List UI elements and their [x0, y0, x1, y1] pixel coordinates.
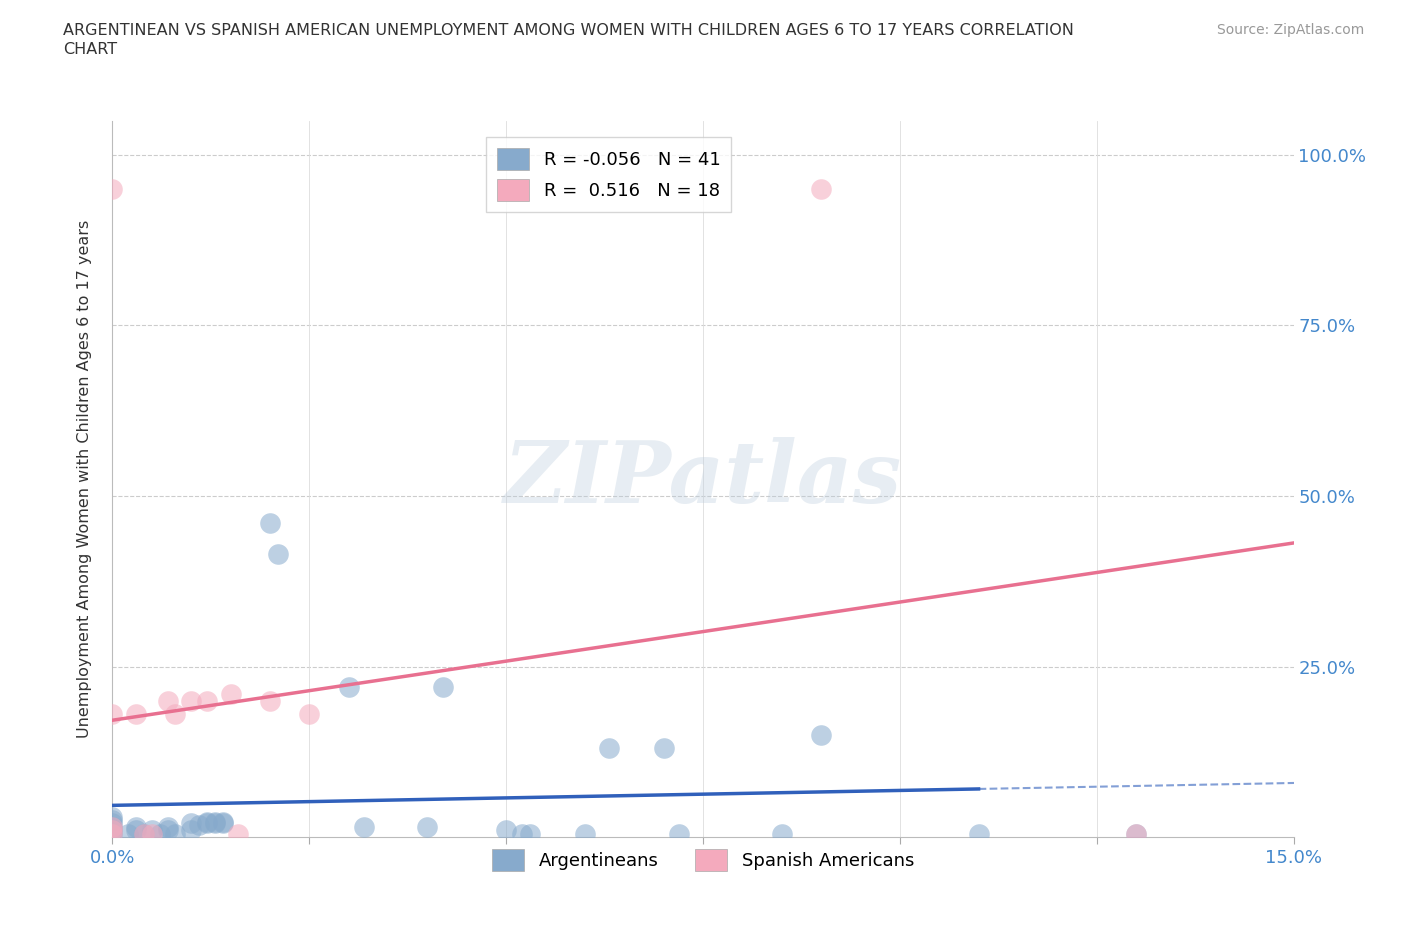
Point	[149, 826, 172, 841]
Point	[180, 823, 202, 838]
Point	[180, 693, 202, 708]
Point	[180, 816, 202, 830]
Point	[598, 741, 620, 756]
Point	[298, 707, 321, 722]
Point	[195, 816, 218, 830]
Point	[337, 680, 360, 695]
Point	[101, 819, 124, 834]
Text: ZIPatlas: ZIPatlas	[503, 437, 903, 521]
Point	[219, 686, 242, 701]
Point	[195, 693, 218, 708]
Point	[652, 741, 675, 756]
Point	[211, 815, 233, 830]
Y-axis label: Unemployment Among Women with Children Ages 6 to 17 years: Unemployment Among Women with Children A…	[77, 219, 91, 738]
Point	[267, 547, 290, 562]
Point	[165, 826, 187, 841]
Point	[668, 826, 690, 841]
Point	[228, 826, 250, 841]
Point	[204, 815, 226, 830]
Point	[510, 826, 533, 841]
Text: CHART: CHART	[63, 42, 117, 57]
Point	[574, 826, 596, 841]
Point	[188, 817, 211, 832]
Text: Source: ZipAtlas.com: Source: ZipAtlas.com	[1216, 23, 1364, 37]
Point	[211, 816, 233, 830]
Point	[165, 707, 187, 722]
Point	[125, 819, 148, 834]
Point	[259, 693, 281, 708]
Point	[125, 707, 148, 722]
Point	[132, 826, 155, 841]
Point	[101, 181, 124, 196]
Point	[810, 181, 832, 196]
Point	[101, 707, 124, 722]
Point	[101, 816, 124, 830]
Point	[101, 823, 124, 838]
Point	[1125, 826, 1147, 841]
Point	[495, 823, 517, 838]
Point	[967, 826, 990, 841]
Point	[101, 826, 124, 841]
Point	[156, 823, 179, 838]
Point	[117, 826, 139, 841]
Point	[141, 826, 163, 841]
Point	[770, 826, 793, 841]
Point	[101, 819, 124, 834]
Point	[353, 819, 375, 834]
Point	[519, 826, 541, 841]
Point	[101, 809, 124, 824]
Point	[416, 819, 439, 834]
Point	[810, 727, 832, 742]
Point	[101, 813, 124, 828]
Point	[156, 819, 179, 834]
Legend: Argentineans, Spanish Americans: Argentineans, Spanish Americans	[485, 842, 921, 878]
Point	[141, 823, 163, 838]
Point	[101, 826, 124, 841]
Point	[125, 823, 148, 838]
Point	[204, 816, 226, 830]
Point	[432, 680, 454, 695]
Point	[259, 516, 281, 531]
Point	[132, 826, 155, 841]
Text: ARGENTINEAN VS SPANISH AMERICAN UNEMPLOYMENT AMONG WOMEN WITH CHILDREN AGES 6 TO: ARGENTINEAN VS SPANISH AMERICAN UNEMPLOY…	[63, 23, 1074, 38]
Point	[156, 693, 179, 708]
Point	[1125, 826, 1147, 841]
Point	[101, 823, 124, 838]
Point	[195, 815, 218, 830]
